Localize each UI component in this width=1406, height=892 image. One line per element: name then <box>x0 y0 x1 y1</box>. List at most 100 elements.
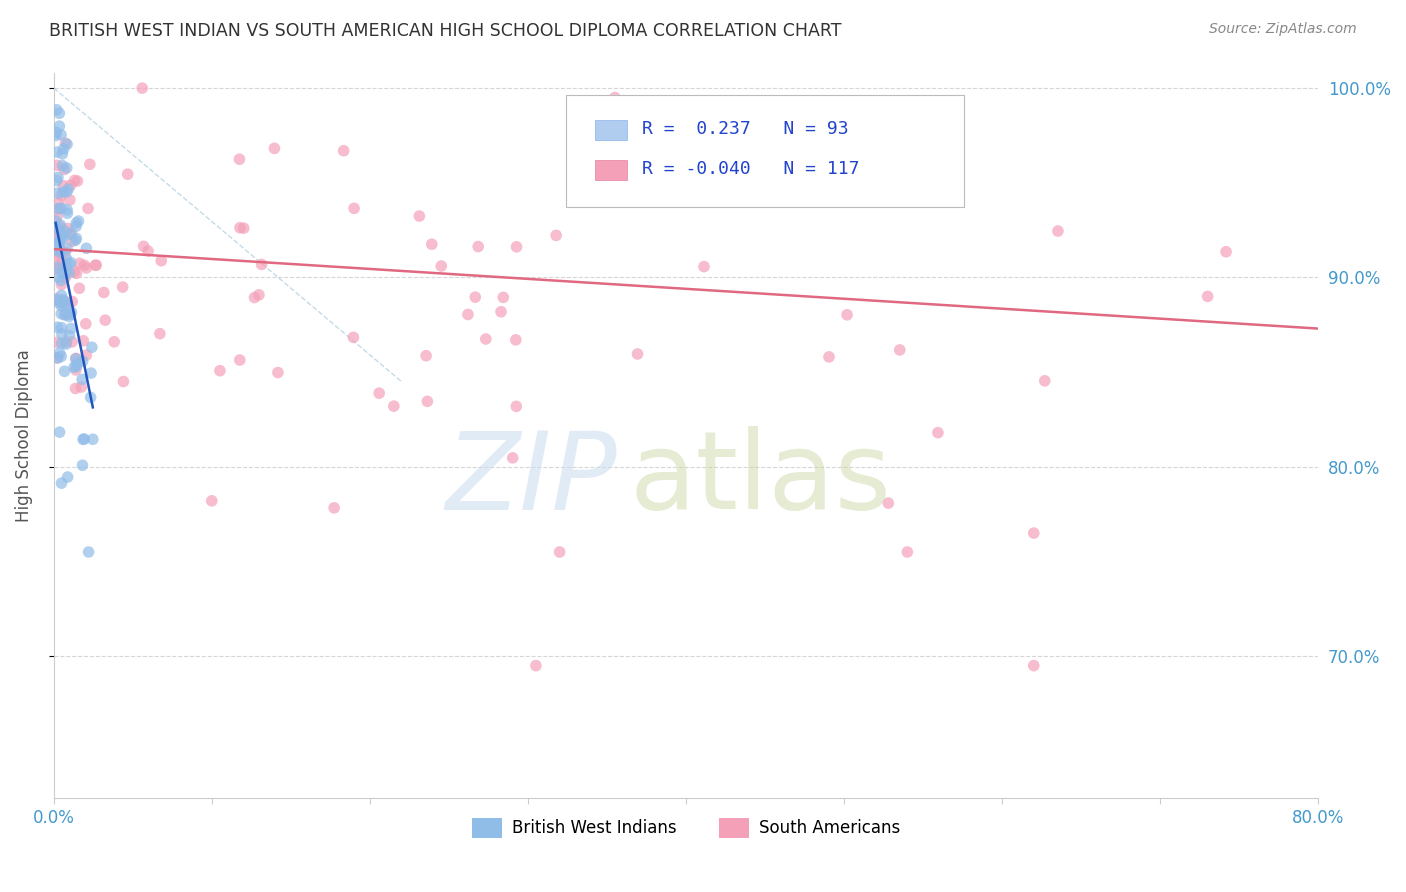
Point <box>48 346 70 360</box>
Point <box>84 258 107 272</box>
Point <box>51 288 73 302</box>
Point <box>59 227 82 242</box>
Point <box>332 144 354 158</box>
Point <box>46 292 69 306</box>
Point <box>382 399 405 413</box>
Point <box>48 235 70 250</box>
Point <box>55 334 77 349</box>
Point <box>65 351 87 366</box>
Point <box>927 425 949 440</box>
Point <box>51 307 73 321</box>
Point <box>46 186 69 201</box>
Point <box>45 173 67 187</box>
Point <box>46 351 69 365</box>
Point <box>93 285 115 300</box>
Point <box>65 266 87 280</box>
Point <box>51 327 73 342</box>
Point <box>55 308 77 322</box>
Point <box>77 202 100 216</box>
Text: Source: ZipAtlas.com: Source: ZipAtlas.com <box>1209 22 1357 37</box>
Point <box>69 256 91 270</box>
Point <box>59 308 82 322</box>
Point <box>56 470 79 484</box>
Point <box>111 280 134 294</box>
Point <box>49 220 72 235</box>
Point <box>52 293 75 307</box>
Point <box>132 239 155 253</box>
Point <box>475 332 498 346</box>
Point <box>49 235 72 249</box>
Point <box>80 366 103 380</box>
Point <box>63 265 86 279</box>
Point <box>67 214 90 228</box>
Point <box>48 425 70 439</box>
Point <box>46 243 69 257</box>
Point <box>59 255 82 269</box>
Point <box>548 545 571 559</box>
Point <box>72 433 94 447</box>
Point <box>53 270 76 285</box>
Point <box>53 297 76 311</box>
Point <box>263 141 285 155</box>
Point <box>51 228 73 243</box>
Point <box>136 244 159 258</box>
Point <box>243 291 266 305</box>
Point <box>58 182 80 196</box>
Point <box>75 260 97 275</box>
Point <box>66 174 89 188</box>
Point <box>56 206 79 220</box>
Point <box>73 258 96 272</box>
Point <box>75 317 97 331</box>
Point <box>58 328 80 343</box>
Point <box>51 350 73 364</box>
Point <box>65 382 87 396</box>
Point <box>55 161 77 175</box>
Point <box>52 142 75 156</box>
Point <box>79 391 101 405</box>
Point <box>103 334 125 349</box>
Point <box>492 290 515 304</box>
Point <box>457 308 479 322</box>
Point <box>524 658 547 673</box>
Point <box>46 248 69 262</box>
Point <box>46 262 69 277</box>
Point <box>79 157 101 171</box>
Point <box>1197 289 1219 303</box>
Point <box>51 188 73 202</box>
Point <box>45 125 67 139</box>
Point <box>58 266 80 280</box>
Point <box>842 123 865 137</box>
Point <box>247 288 270 302</box>
Point <box>56 241 79 255</box>
Point <box>232 221 254 235</box>
Point <box>82 432 104 446</box>
Point <box>626 347 648 361</box>
Point <box>416 394 439 409</box>
Point <box>70 380 93 394</box>
Point <box>51 159 73 173</box>
Point <box>48 195 70 210</box>
Point <box>45 293 67 307</box>
Point <box>420 237 443 252</box>
Point <box>65 363 87 377</box>
Point <box>835 308 858 322</box>
Point <box>55 185 77 199</box>
Point <box>117 167 139 181</box>
Point <box>56 202 79 217</box>
Point <box>51 244 73 259</box>
Point <box>489 305 512 319</box>
Point <box>65 231 87 245</box>
Point <box>323 500 346 515</box>
Point <box>63 173 86 187</box>
Point <box>51 336 73 351</box>
Point <box>46 232 69 246</box>
Point <box>46 246 69 260</box>
Point <box>65 219 87 234</box>
Point <box>60 294 83 309</box>
Point <box>56 137 79 152</box>
Point <box>250 257 273 271</box>
Point <box>150 253 173 268</box>
Text: R =  0.237   N = 93: R = 0.237 N = 93 <box>641 120 848 138</box>
Point <box>46 202 69 216</box>
Point <box>46 258 69 272</box>
